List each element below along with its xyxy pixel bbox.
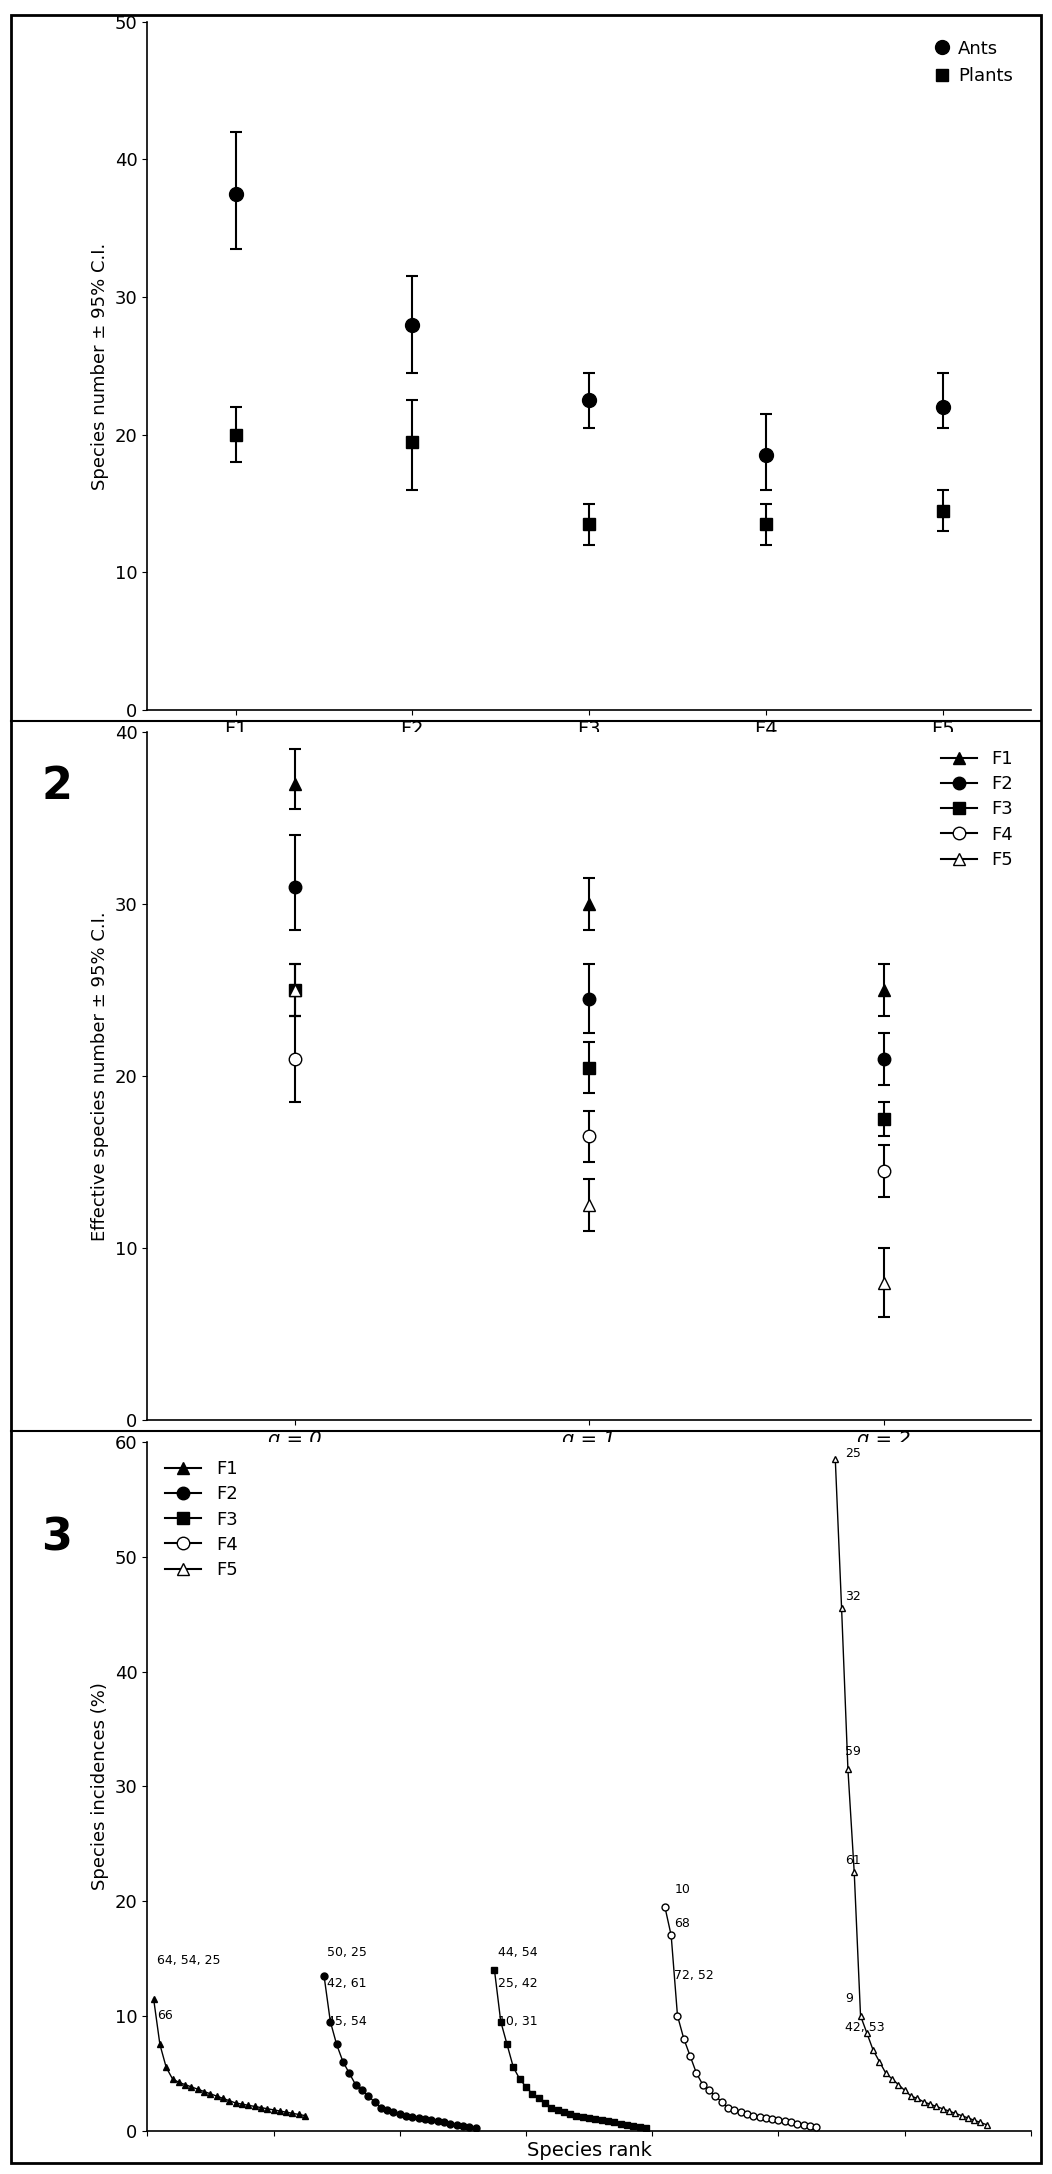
Legend: F1, F2, F3, F4, F5: F1, F2, F3, F4, F5 [157, 1450, 246, 1587]
Text: 25, 42: 25, 42 [498, 1976, 538, 1989]
Text: 42, 53: 42, 53 [845, 2022, 885, 2033]
Text: 44, 54: 44, 54 [498, 1946, 538, 1959]
Text: 45, 54: 45, 54 [327, 2015, 367, 2028]
Text: 2: 2 [41, 765, 73, 809]
Text: 64, 54, 25: 64, 54, 25 [157, 1954, 220, 1967]
Text: 59: 59 [845, 1746, 861, 1759]
Text: 66: 66 [157, 2009, 173, 2022]
Text: 10, 31: 10, 31 [498, 2015, 538, 2028]
Text: 68: 68 [674, 1917, 690, 1931]
Y-axis label: Species incidences (%): Species incidences (%) [92, 1683, 109, 1889]
Text: 10: 10 [674, 1883, 690, 1896]
X-axis label: Species rank: Species rank [527, 2141, 651, 2161]
Text: 72, 52: 72, 52 [674, 1970, 714, 1983]
Text: 25: 25 [845, 1448, 861, 1461]
Y-axis label: Species number ± 95% C.I.: Species number ± 95% C.I. [92, 241, 109, 489]
Text: 42, 61: 42, 61 [327, 1976, 367, 1989]
Text: 61: 61 [845, 1854, 861, 1867]
Legend: F1, F2, F3, F4, F5: F1, F2, F3, F4, F5 [932, 741, 1021, 878]
X-axis label: Diversity orders: Diversity orders [511, 1454, 667, 1474]
Y-axis label: Effective species number ± 95% C.I.: Effective species number ± 95% C.I. [92, 911, 109, 1241]
Text: 9: 9 [845, 1991, 852, 2004]
Text: 3: 3 [41, 1517, 73, 1559]
Legend: Ants, Plants: Ants, Plants [926, 30, 1021, 93]
Text: 50, 25: 50, 25 [327, 1946, 367, 1959]
Text: 32: 32 [845, 1591, 861, 1604]
